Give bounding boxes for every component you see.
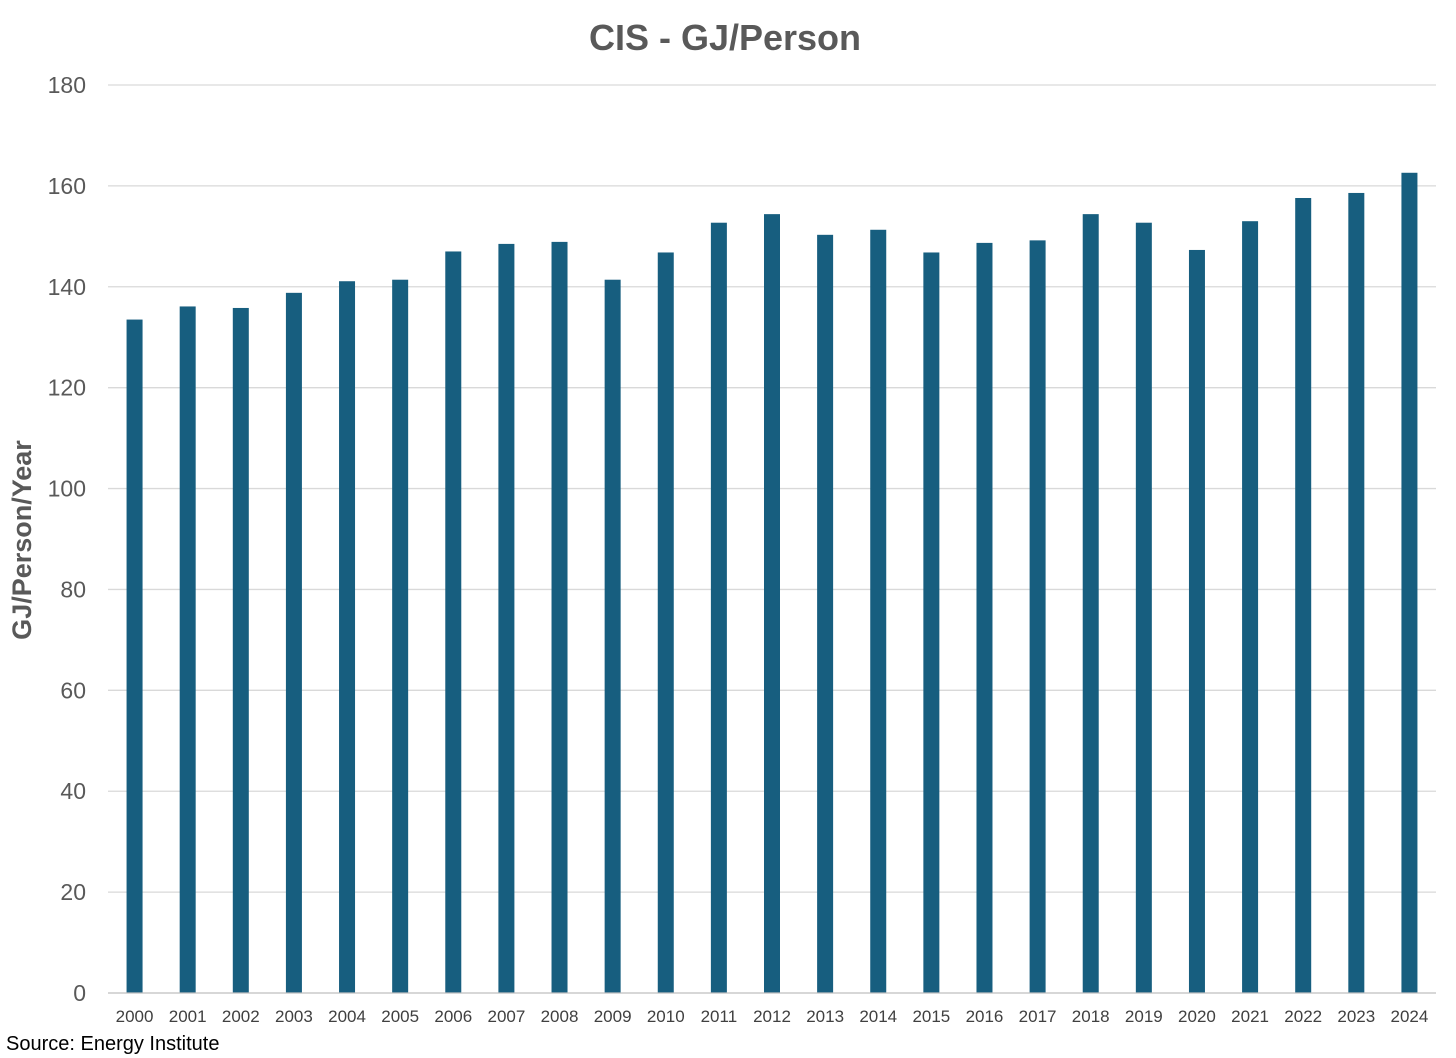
- x-tick-label: 2020: [1178, 1007, 1216, 1026]
- x-tick-label: 2017: [1019, 1007, 1057, 1026]
- x-tick-label: 2021: [1231, 1007, 1269, 1026]
- x-tick-label: 2023: [1337, 1007, 1375, 1026]
- bar-2019: [1135, 222, 1152, 994]
- x-tick-label: 2024: [1391, 1007, 1429, 1026]
- x-tick-label: 2016: [966, 1007, 1004, 1026]
- x-tick-label: 2000: [116, 1007, 154, 1026]
- y-tick-label: 180: [48, 72, 86, 98]
- x-tick-label: 2001: [169, 1007, 207, 1026]
- bars: [126, 172, 1418, 994]
- bar-2006: [445, 251, 462, 993]
- y-axis-ticks: 0 20 40 60 80 100 120 140 160 180: [48, 72, 86, 1006]
- y-tick-label: 60: [60, 677, 86, 703]
- bar-2008: [551, 241, 568, 994]
- x-tick-label: 2007: [487, 1007, 525, 1026]
- bar-2007: [498, 243, 515, 993]
- bar-2021: [1242, 221, 1259, 993]
- bar-2004: [339, 281, 356, 993]
- bar-2017: [1029, 240, 1046, 993]
- bar-2013: [817, 234, 834, 993]
- bar-2022: [1295, 197, 1312, 994]
- bar-2011: [710, 222, 727, 994]
- bar-2003: [285, 292, 302, 993]
- chart-title: CIS - GJ/Person: [589, 17, 861, 58]
- x-tick-label: 2018: [1072, 1007, 1110, 1026]
- y-tick-label: 140: [48, 274, 86, 300]
- x-tick-label: 2005: [381, 1007, 419, 1026]
- bar-2024: [1401, 172, 1418, 994]
- y-tick-label: 120: [48, 375, 86, 401]
- x-tick-label: 2022: [1284, 1007, 1322, 1026]
- source-note: Source: Energy Institute: [6, 1033, 219, 1055]
- y-tick-label: 40: [60, 778, 86, 804]
- x-tick-label: 2011: [701, 1007, 738, 1026]
- bar-2009: [604, 279, 621, 993]
- y-axis-label: GJ/Person/Year: [7, 440, 37, 640]
- bar-2010: [657, 252, 674, 993]
- y-tick-label: 0: [73, 980, 86, 1006]
- x-tick-label: 2015: [912, 1007, 950, 1026]
- bar-2001: [179, 306, 196, 993]
- y-tick-label: 20: [60, 879, 86, 905]
- y-tick-label: 100: [48, 476, 86, 502]
- x-tick-label: 2014: [859, 1007, 897, 1026]
- bar-2005: [392, 279, 409, 993]
- x-tick-label: 2006: [434, 1007, 472, 1026]
- bar-2015: [923, 252, 940, 993]
- x-tick-label: 2002: [222, 1007, 260, 1026]
- x-tick-label: 2008: [541, 1007, 579, 1026]
- y-tick-label: 160: [48, 173, 86, 199]
- bar-2020: [1188, 249, 1205, 993]
- bar-2018: [1082, 214, 1099, 994]
- x-axis-ticks: 2000 2001 2002 2003 2004 2005 2006 2007 2008 2009…: [116, 1007, 1429, 1026]
- x-tick-label: 2019: [1125, 1007, 1163, 1026]
- bar-2012: [764, 214, 780, 994]
- x-tick-label: 2010: [647, 1007, 685, 1026]
- bar-2000: [126, 319, 143, 994]
- x-tick-label: 2013: [806, 1007, 844, 1026]
- x-tick-label: 2012: [753, 1007, 791, 1026]
- bar-2002: [232, 307, 249, 993]
- bar-2016: [976, 242, 993, 993]
- x-tick-label: 2003: [275, 1007, 313, 1026]
- bar-2014: [870, 229, 887, 993]
- bar-2023: [1348, 192, 1365, 993]
- x-tick-label: 2004: [328, 1007, 366, 1026]
- y-tick-label: 80: [60, 576, 86, 602]
- x-tick-label: 2009: [594, 1007, 632, 1026]
